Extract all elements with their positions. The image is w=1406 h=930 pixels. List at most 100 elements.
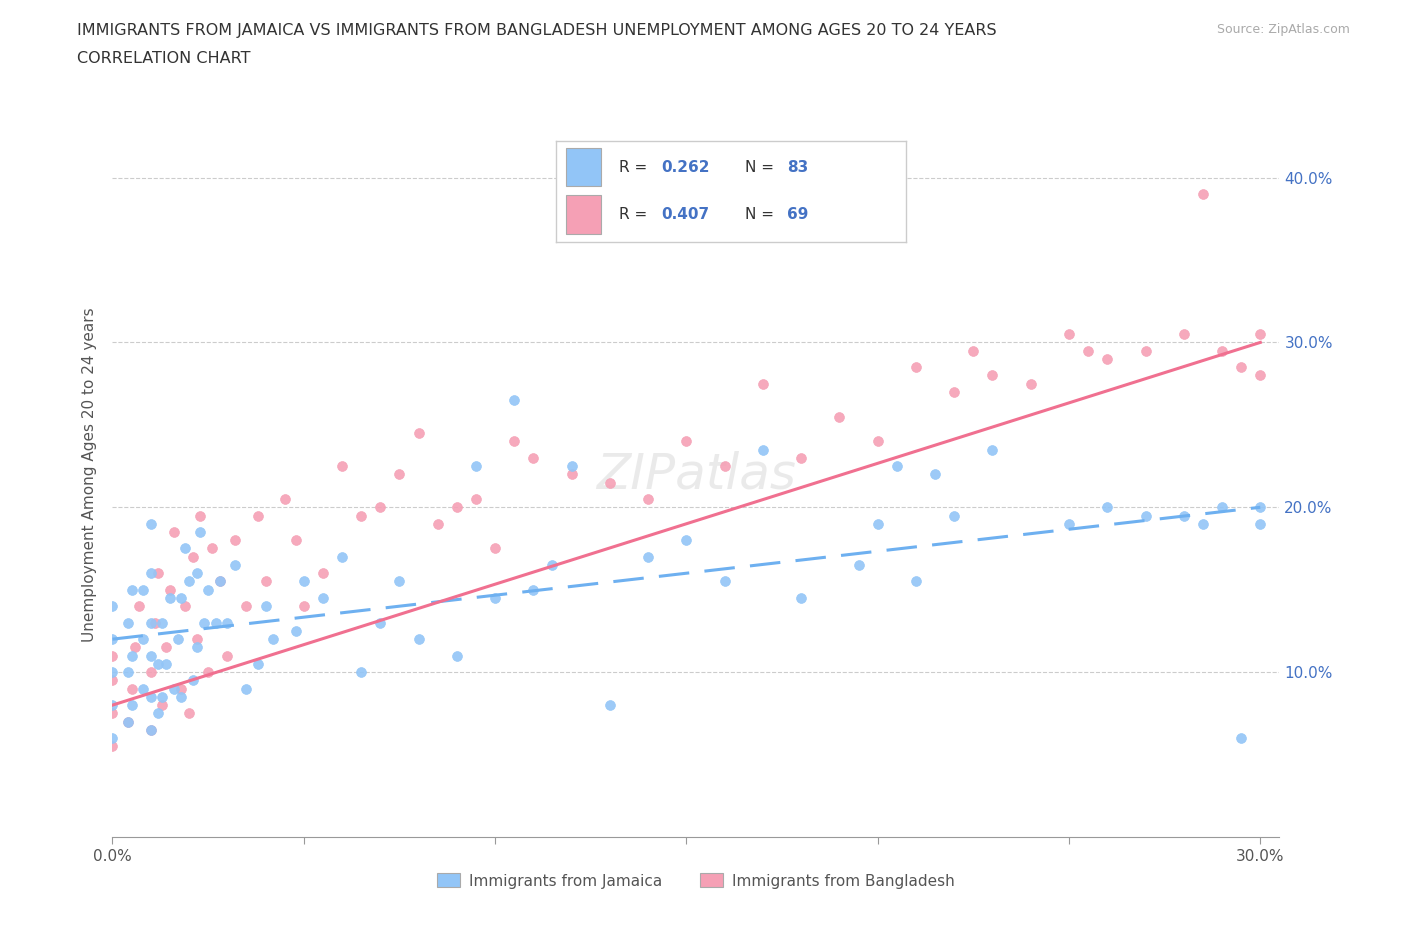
Point	[1019, 376, 1042, 391]
Point	[330, 550, 353, 565]
Point	[235, 599, 257, 614]
Point	[1211, 499, 1233, 514]
Point	[224, 557, 246, 572]
Point	[139, 723, 162, 737]
Point	[848, 557, 870, 572]
Point	[981, 442, 1004, 457]
Point	[522, 450, 544, 465]
Point	[121, 698, 143, 712]
Text: IMMIGRANTS FROM JAMAICA VS IMMIGRANTS FROM BANGLADESH UNEMPLOYMENT AMONG AGES 20: IMMIGRANTS FROM JAMAICA VS IMMIGRANTS FR…	[77, 23, 997, 38]
Point	[943, 384, 966, 399]
Point	[561, 467, 583, 482]
Text: CORRELATION CHART: CORRELATION CHART	[77, 51, 250, 66]
Point	[541, 557, 564, 572]
Point	[1173, 508, 1195, 523]
Point	[1230, 360, 1253, 375]
Point	[148, 706, 170, 721]
Point	[1249, 368, 1271, 383]
Point	[484, 541, 506, 556]
Point	[503, 434, 526, 449]
Point	[101, 673, 124, 688]
Text: Source: ZipAtlas.com: Source: ZipAtlas.com	[1216, 23, 1350, 36]
Point	[117, 714, 139, 729]
Point	[1173, 326, 1195, 341]
Point	[388, 467, 411, 482]
Point	[273, 492, 295, 507]
Point	[254, 574, 277, 589]
Point	[312, 591, 335, 605]
Point	[224, 533, 246, 548]
Point	[599, 698, 621, 712]
Point	[163, 525, 186, 539]
Point	[177, 574, 200, 589]
Point	[139, 665, 162, 680]
Point	[117, 616, 139, 631]
Point	[235, 681, 257, 696]
Point	[1230, 731, 1253, 746]
Point	[181, 673, 204, 688]
Point	[155, 640, 177, 655]
Point	[599, 475, 621, 490]
Point	[155, 657, 177, 671]
Point	[503, 392, 526, 407]
Point	[713, 458, 735, 473]
Point	[285, 533, 308, 548]
Point	[190, 508, 212, 523]
Point	[128, 599, 150, 614]
Point	[208, 574, 231, 589]
Point	[426, 516, 449, 531]
Point	[1135, 343, 1157, 358]
Point	[446, 648, 468, 663]
Point	[217, 616, 239, 631]
Point	[139, 616, 162, 631]
Point	[1135, 508, 1157, 523]
Point	[637, 492, 659, 507]
Point	[170, 681, 193, 696]
Point	[148, 657, 170, 671]
Point	[1249, 499, 1271, 514]
Point	[150, 689, 173, 704]
Point	[139, 565, 162, 580]
Point	[121, 681, 143, 696]
Point	[285, 623, 308, 638]
Point	[388, 574, 411, 589]
Point	[790, 450, 813, 465]
Point	[292, 574, 315, 589]
Point	[368, 499, 391, 514]
Point	[522, 582, 544, 597]
Point	[177, 706, 200, 721]
Point	[1249, 516, 1271, 531]
Point	[170, 689, 193, 704]
Point	[163, 681, 186, 696]
Point	[1077, 343, 1099, 358]
Point	[675, 434, 697, 449]
Point	[193, 616, 215, 631]
Point	[262, 631, 284, 646]
Point	[124, 640, 146, 655]
Point	[174, 599, 197, 614]
Point	[924, 467, 946, 482]
Point	[174, 541, 197, 556]
Point	[790, 591, 813, 605]
Point	[101, 738, 124, 753]
Point	[350, 508, 373, 523]
Point	[1057, 516, 1080, 531]
Point	[139, 516, 162, 531]
Point	[117, 665, 139, 680]
Point	[1057, 326, 1080, 341]
Point	[150, 616, 173, 631]
Point	[101, 706, 124, 721]
Point	[166, 631, 188, 646]
Point	[408, 426, 430, 441]
Point	[121, 648, 143, 663]
Point	[148, 565, 170, 580]
Point	[101, 648, 124, 663]
Point	[186, 640, 208, 655]
Point	[117, 714, 139, 729]
Point	[101, 698, 124, 712]
Point	[186, 565, 208, 580]
Point	[981, 368, 1004, 383]
Point	[752, 442, 775, 457]
Point	[446, 499, 468, 514]
Point	[190, 525, 212, 539]
